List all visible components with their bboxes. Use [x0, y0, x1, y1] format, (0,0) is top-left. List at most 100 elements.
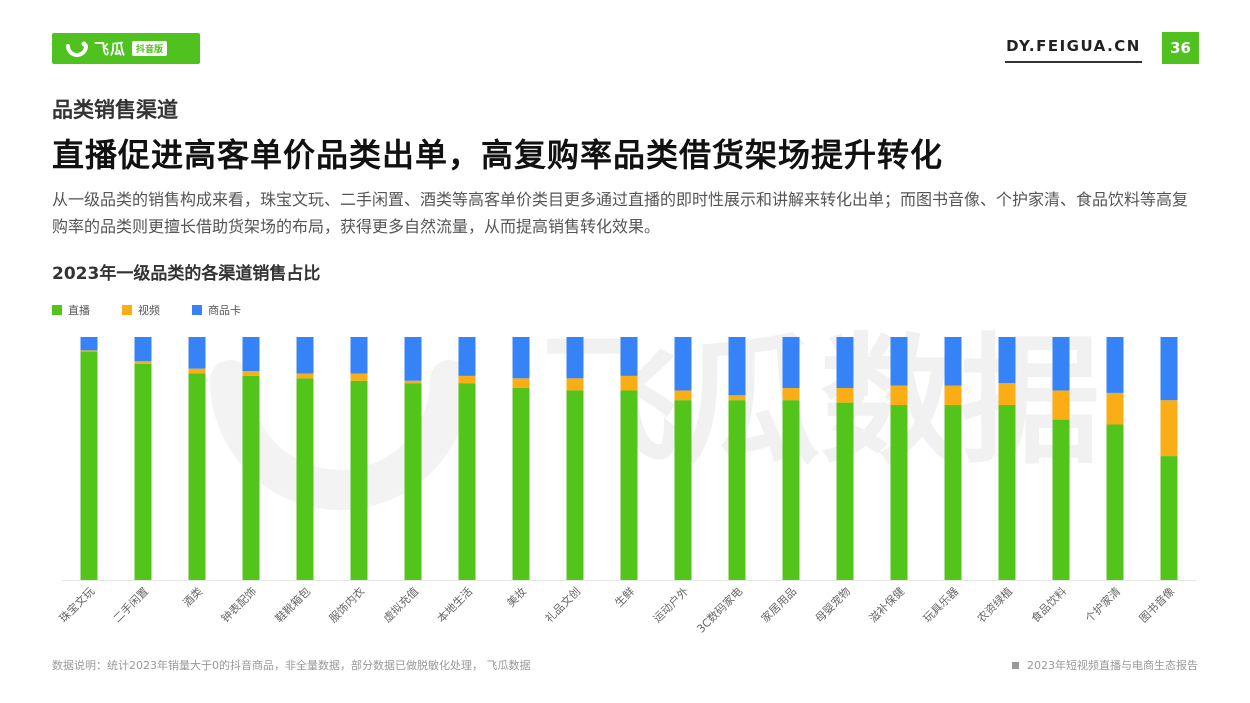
bar-segment-0-16[interactable]: [944, 405, 962, 580]
bar-segment-0-19[interactable]: [1106, 424, 1124, 580]
bar-segment-0-18[interactable]: [1052, 419, 1070, 580]
bar-segment-1-7[interactable]: [458, 375, 476, 384]
bar-segment-2-2[interactable]: [188, 337, 206, 369]
bar-segment-1-20[interactable]: [1160, 400, 1178, 457]
bar-segment-2-8[interactable]: [512, 337, 530, 379]
logo-badge: 抖音版: [132, 41, 168, 56]
x-tick-label: 服饰内衣: [326, 584, 367, 625]
chart-title: 2023年一级品类的各渠道销售占比: [52, 264, 321, 284]
bar-segment-1-4[interactable]: [296, 373, 314, 379]
bar-segment-0-8[interactable]: [512, 388, 530, 580]
x-tick-label: 二手闲置: [110, 584, 151, 625]
bar-segment-0-11[interactable]: [674, 400, 692, 580]
bar-segment-0-7[interactable]: [458, 383, 476, 580]
bar-segment-1-17[interactable]: [998, 383, 1016, 406]
bar-segment-2-11[interactable]: [674, 337, 692, 391]
bar-segment-2-9[interactable]: [566, 337, 584, 379]
section-title: 品类销售渠道: [52, 98, 178, 122]
x-tick-label: 母婴宠物: [812, 584, 853, 625]
legend-item-product-card[interactable]: 商品卡: [192, 302, 241, 318]
x-tick-label: 图书音像: [1136, 584, 1177, 625]
bar-segment-2-13[interactable]: [782, 337, 800, 389]
bar-segment-2-15[interactable]: [890, 337, 908, 386]
legend-item-video[interactable]: 视频: [122, 302, 160, 318]
legend-swatch-video: [122, 305, 132, 315]
bar-segment-0-9[interactable]: [566, 390, 584, 580]
bar-segment-1-14[interactable]: [836, 388, 854, 403]
brand-logo: 飞瓜 抖音版: [52, 33, 200, 64]
bar-segment-1-10[interactable]: [620, 375, 638, 391]
bar-segment-1-11[interactable]: [674, 390, 692, 401]
bar-segment-0-2[interactable]: [188, 373, 206, 580]
x-tick-label: 虚拟充值: [380, 584, 421, 625]
bar-segment-2-3[interactable]: [242, 337, 260, 372]
x-tick-label: 运动户外: [650, 584, 691, 625]
bar-segment-2-5[interactable]: [350, 337, 368, 374]
bar-segment-1-5[interactable]: [350, 373, 368, 381]
legend-label-video: 视频: [138, 304, 160, 317]
bar-segment-0-0[interactable]: [80, 351, 98, 580]
bar-segment-0-17[interactable]: [998, 405, 1016, 580]
bar-segment-0-1[interactable]: [134, 363, 152, 580]
bar-segment-1-16[interactable]: [944, 385, 962, 406]
bar-segment-1-0[interactable]: [80, 350, 98, 352]
legend-swatch-product-card: [192, 305, 202, 315]
x-tick-label: 家居用品: [758, 584, 799, 625]
bar-segment-2-4[interactable]: [296, 337, 314, 374]
bar-segment-2-6[interactable]: [404, 337, 422, 381]
x-tick-label: 鞋靴箱包: [272, 584, 313, 625]
bar-segment-2-18[interactable]: [1052, 337, 1070, 391]
x-tick-label: 美妆: [504, 585, 529, 610]
bar-segment-0-10[interactable]: [620, 390, 638, 580]
bar-segment-0-12[interactable]: [728, 400, 746, 580]
bar-segment-0-4[interactable]: [296, 378, 314, 580]
x-tick-label: 珠宝文玩: [56, 584, 97, 625]
x-tick-label: 个护家清: [1082, 584, 1123, 625]
legend-label-product-card: 商品卡: [208, 304, 241, 317]
bar-segment-0-14[interactable]: [836, 402, 854, 580]
bar-segment-0-6[interactable]: [404, 383, 422, 580]
bar-segment-1-6[interactable]: [404, 380, 422, 384]
report-name: 2023年短视频直播与电商生态报告: [1012, 657, 1198, 673]
feigua-logo-icon: [66, 41, 88, 57]
bar-segment-2-1[interactable]: [134, 337, 152, 362]
bar-segment-0-5[interactable]: [350, 380, 368, 580]
bar-segment-2-10[interactable]: [620, 337, 638, 376]
bar-segment-1-19[interactable]: [1106, 392, 1124, 425]
bar-segment-0-3[interactable]: [242, 375, 260, 580]
bar-segment-1-1[interactable]: [134, 361, 152, 364]
bar-segment-1-13[interactable]: [782, 388, 800, 401]
bar-segment-2-7[interactable]: [458, 337, 476, 376]
x-tick-label: 滋补保健: [866, 584, 907, 625]
bar-segment-0-13[interactable]: [782, 400, 800, 580]
x-tick-label: 钟表配饰: [218, 584, 259, 625]
x-tick-label: 食品饮料: [1028, 584, 1069, 625]
bar-segment-2-16[interactable]: [944, 337, 962, 386]
x-tick-label: 3C数码家电: [694, 584, 745, 635]
description: 从一级品类的销售构成来看，珠宝文玩、二手闲置、酒类等高客单价类目更多通过直播的即…: [52, 190, 1189, 236]
report-name-text: 2023年短视频直播与电商生态报告: [1027, 659, 1198, 672]
x-tick-label: 农资绿植: [974, 584, 1015, 625]
chart-legend: 直播 视频 商品卡: [52, 302, 273, 318]
bar-segment-1-15[interactable]: [890, 385, 908, 406]
bar-segment-2-20[interactable]: [1160, 337, 1178, 401]
bar-segment-1-9[interactable]: [566, 378, 584, 391]
bar-segment-0-20[interactable]: [1160, 456, 1178, 580]
bar-segment-1-18[interactable]: [1052, 390, 1070, 420]
bar-segment-2-19[interactable]: [1106, 337, 1124, 393]
bar-segment-2-0[interactable]: [80, 337, 98, 351]
bar-segment-2-14[interactable]: [836, 337, 854, 389]
bar-segment-1-12[interactable]: [728, 395, 746, 401]
legend-label-live: 直播: [68, 304, 90, 317]
bar-segment-1-2[interactable]: [188, 368, 206, 374]
bar-segment-1-3[interactable]: [242, 371, 260, 376]
legend-item-live[interactable]: 直播: [52, 302, 90, 318]
page-number: 36: [1162, 32, 1199, 64]
bar-segment-2-17[interactable]: [998, 337, 1016, 384]
bar-segment-2-12[interactable]: [728, 337, 746, 396]
site-url[interactable]: DY.FEIGUA.CN: [1005, 37, 1142, 63]
footnote: 数据说明：统计2023年销量大于0的抖音商品，非全量数据，部分数据已做脱敏化处理…: [52, 659, 531, 672]
bar-segment-1-8[interactable]: [512, 378, 530, 389]
bar-segment-0-15[interactable]: [890, 405, 908, 580]
